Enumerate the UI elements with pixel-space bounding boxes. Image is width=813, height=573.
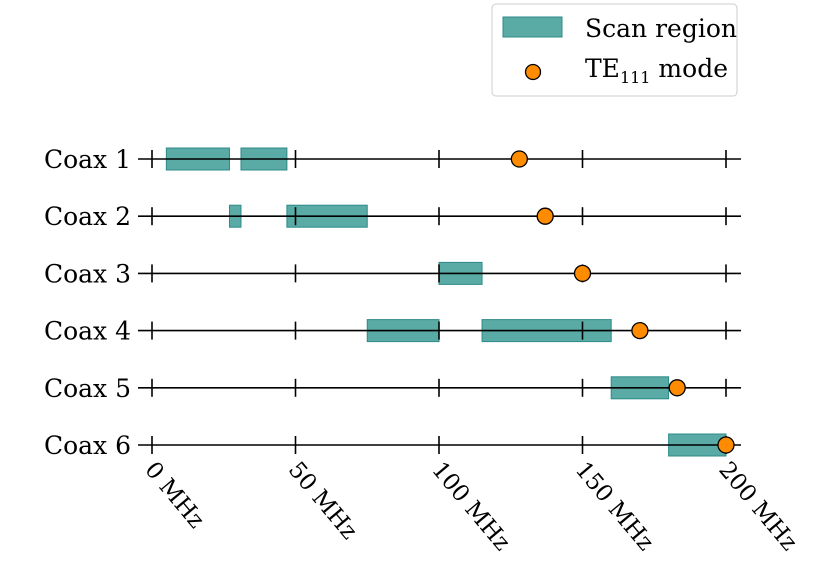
x-tick-label: 200 MHz xyxy=(713,457,802,556)
row-5: Coax 5 xyxy=(44,374,741,403)
x-tick-labels: 0 MHz 50 MHz 100 MHz 150 MHz 200 MHz xyxy=(139,457,802,556)
row-label: Coax 2 xyxy=(44,202,131,231)
row-label: Coax 1 xyxy=(44,145,131,174)
row-4: Coax 4 xyxy=(44,317,741,346)
x-tick-label: 100 MHz xyxy=(426,457,515,556)
x-tick-label: 150 MHz xyxy=(570,457,659,556)
row-label: Coax 3 xyxy=(44,259,131,288)
row-3: Coax 3 xyxy=(44,259,741,288)
legend-te111-mode-marker xyxy=(524,63,542,81)
legend-scan-region-swatch xyxy=(502,16,563,38)
legend-mode-text: mode xyxy=(650,54,728,83)
te111-mode-marker xyxy=(668,379,686,397)
row-label: Coax 6 xyxy=(44,431,131,460)
row-2: Coax 2 xyxy=(44,202,741,231)
legend-scan-region-label: Scan region xyxy=(585,14,737,43)
legend-te-text: TE xyxy=(585,54,620,83)
te111-mode-marker xyxy=(573,264,592,283)
legend-te-subscript: 111 xyxy=(620,68,651,87)
row-6: Coax 6 xyxy=(44,431,741,460)
x-tick-label: 0 MHz xyxy=(139,457,209,533)
row-label: Coax 5 xyxy=(44,374,131,403)
legend-te111-mode-label: TE111 mode xyxy=(585,54,728,87)
te111-mode-marker xyxy=(510,150,529,168)
legend: Scan region TE111 mode xyxy=(491,3,738,97)
te111-mode-marker xyxy=(631,321,649,340)
row-1: Coax 1 xyxy=(44,145,741,174)
x-tick-label: 50 MHz xyxy=(283,457,362,544)
te111-mode-marker xyxy=(717,436,735,454)
te111-mode-marker xyxy=(536,207,554,225)
row-label: Coax 4 xyxy=(44,317,131,346)
chart-rows: Coax 1 Coax 2 Coax 3 Coax 4 Coax 5 Coax 6 xyxy=(44,145,741,460)
